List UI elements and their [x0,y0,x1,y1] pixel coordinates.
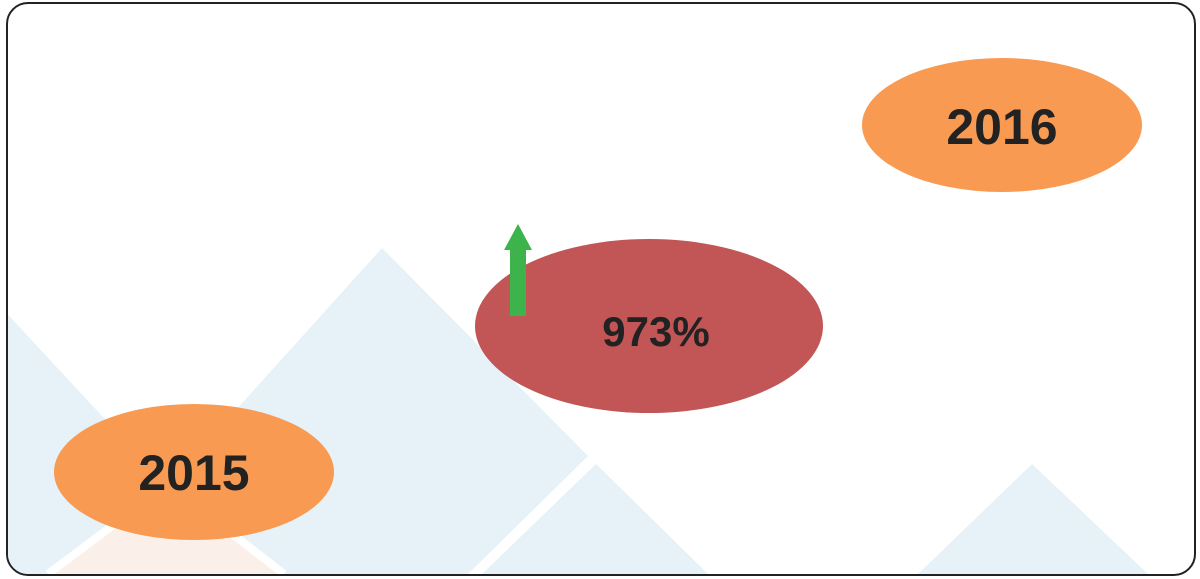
diagram-frame: 2015 2016 973% [6,2,1196,576]
change-bubble: 973% [475,239,823,413]
start-year-bubble: 2015 [54,404,334,540]
diagram-canvas: 2015 2016 973% [8,58,1148,574]
mountain-right [918,464,1148,574]
change-label: 973% [602,308,709,355]
end-year-label: 2016 [946,99,1057,155]
start-year-label: 2015 [138,445,249,501]
end-year-bubble: 2016 [862,58,1142,192]
arrow-up-icon [504,224,532,316]
mountain-middle-right [482,464,708,574]
